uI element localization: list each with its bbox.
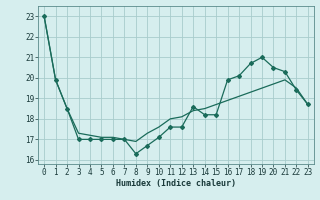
X-axis label: Humidex (Indice chaleur): Humidex (Indice chaleur) xyxy=(116,179,236,188)
